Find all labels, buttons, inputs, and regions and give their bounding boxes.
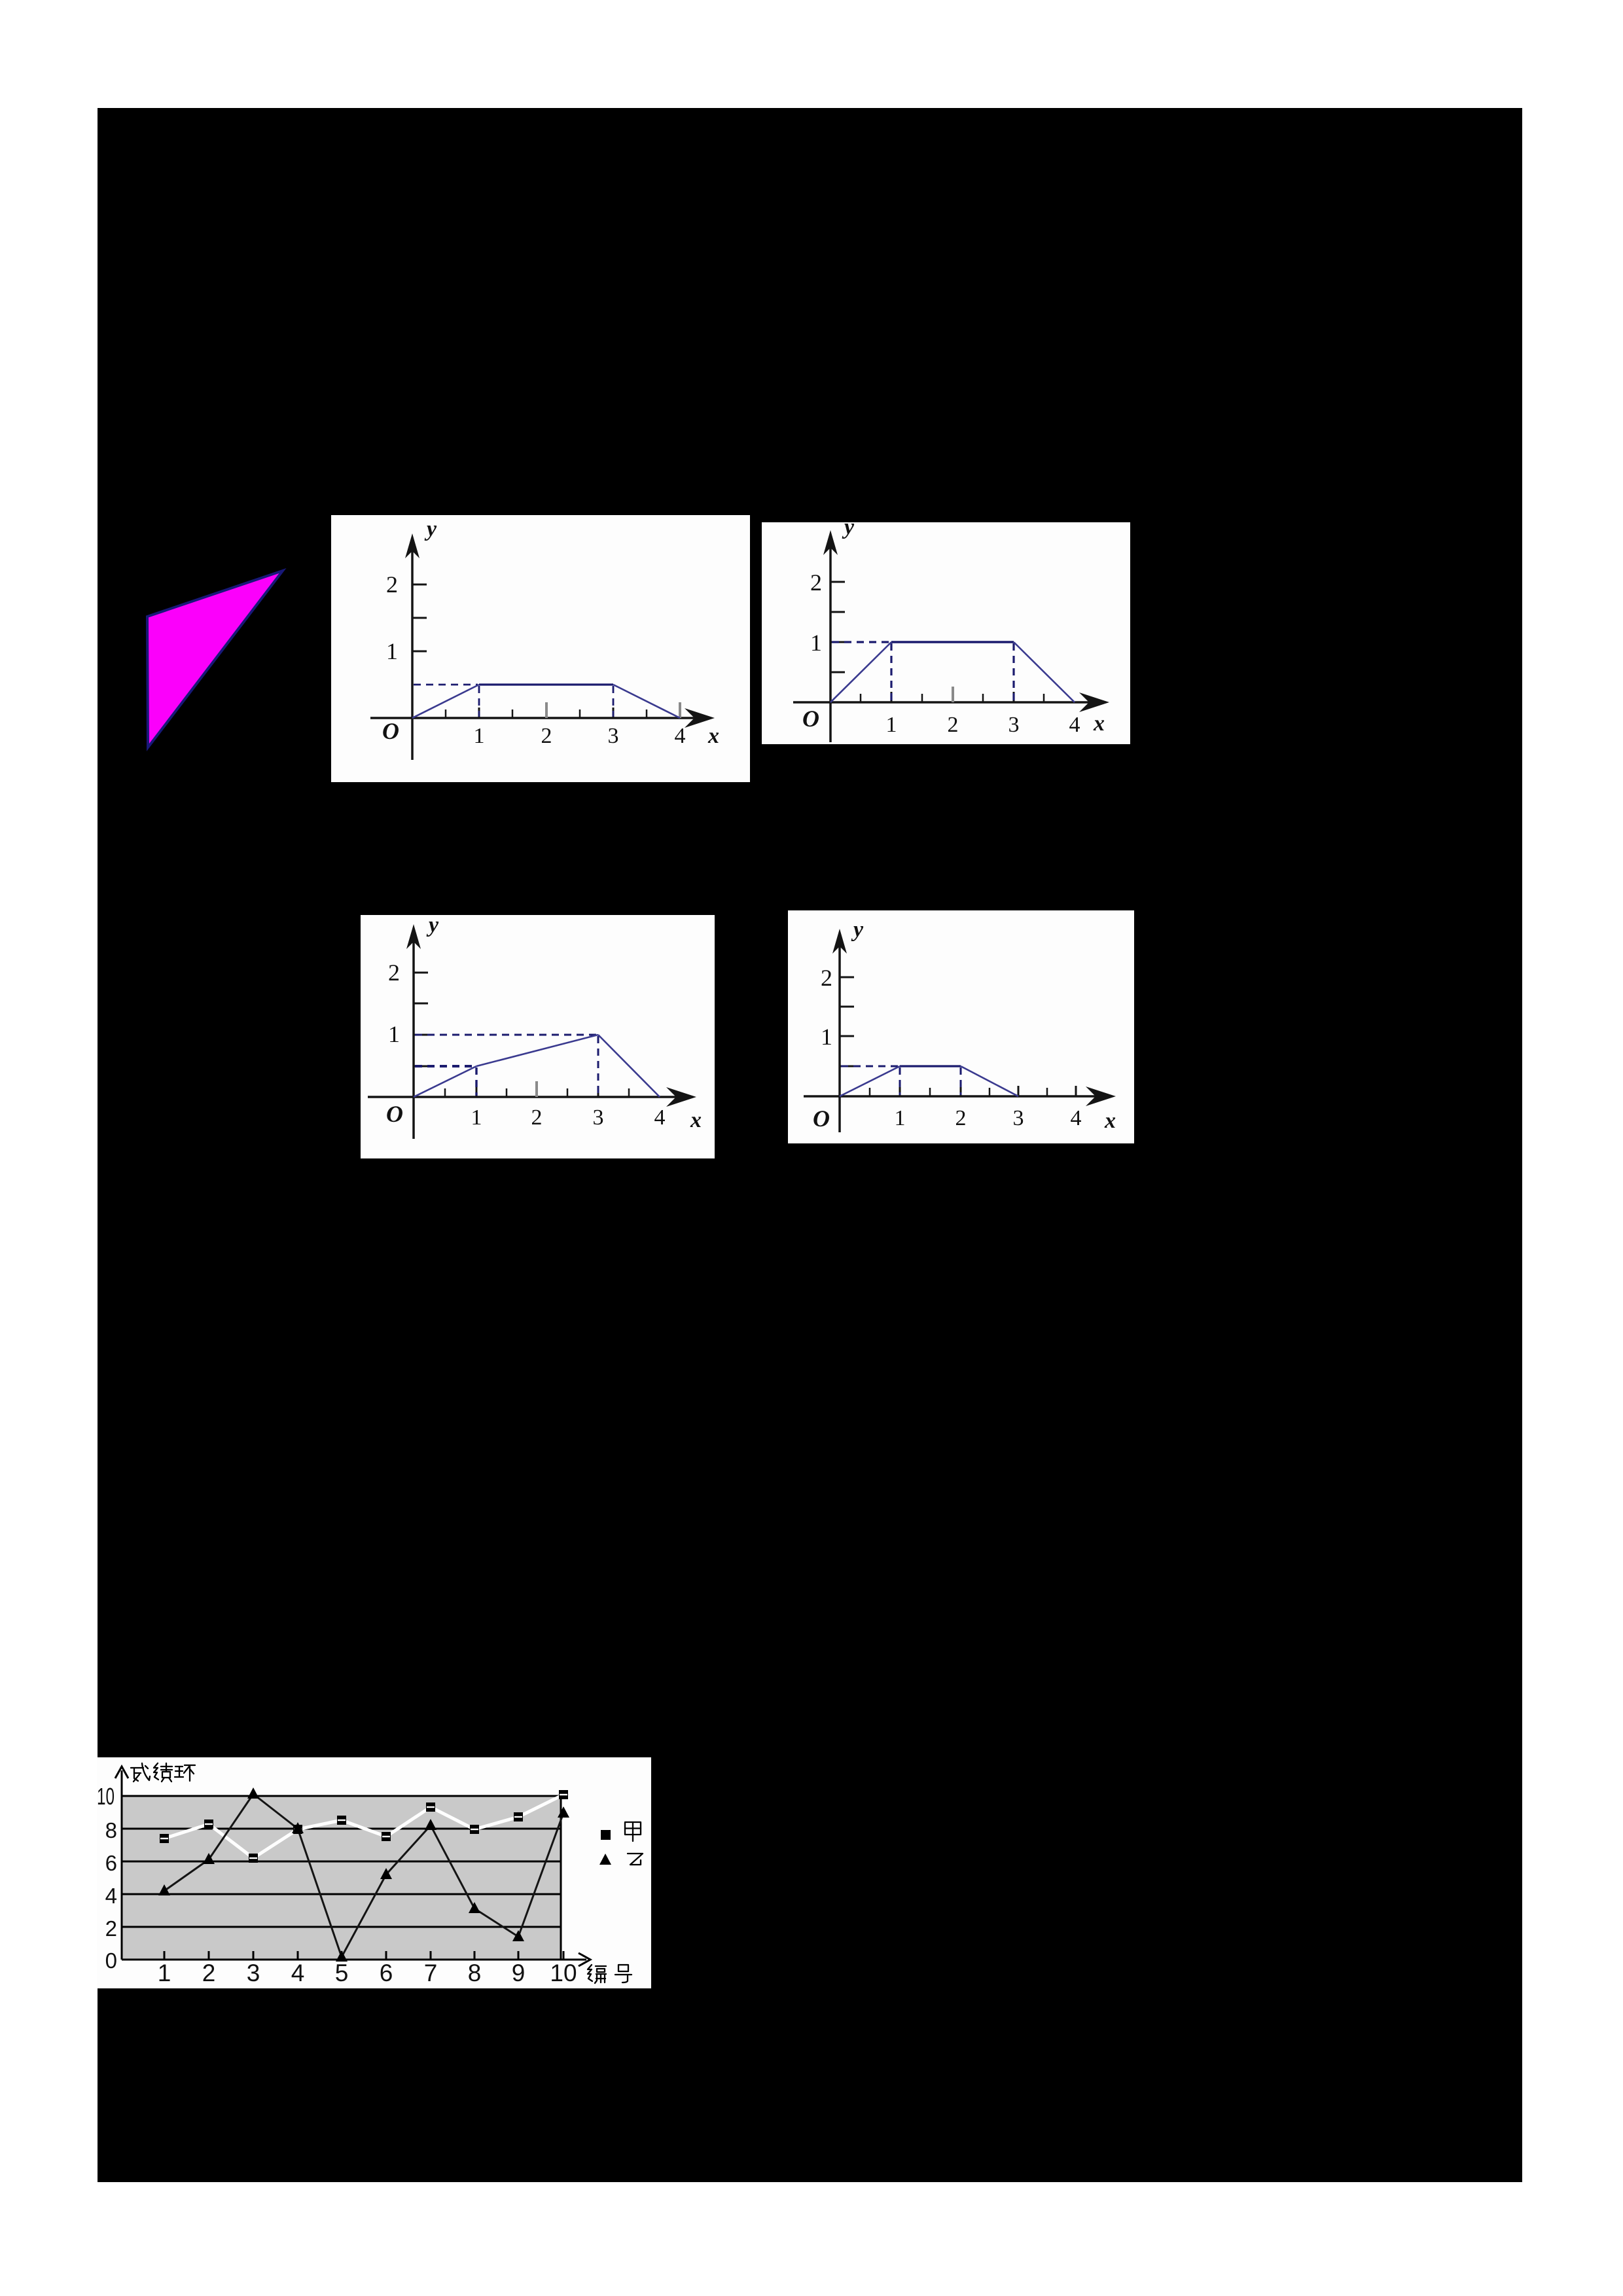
svg-text:y: y [424, 517, 437, 541]
svg-text:O: O [382, 718, 399, 744]
svg-text:3: 3 [247, 1960, 260, 1986]
svg-text:6: 6 [380, 1960, 393, 1986]
svg-text:4: 4 [1071, 1106, 1082, 1130]
svg-text:3: 3 [1008, 713, 1020, 737]
svg-text:O: O [802, 706, 819, 732]
svg-text:1: 1 [895, 1106, 906, 1130]
svg-text:2: 2 [105, 1916, 117, 1941]
svg-text:6: 6 [105, 1851, 117, 1875]
svg-text:y: y [426, 915, 439, 937]
svg-text:2: 2 [531, 1105, 543, 1130]
svg-text:1: 1 [471, 1105, 482, 1130]
svg-text:x: x [690, 1108, 702, 1132]
svg-text:1: 1 [388, 1021, 400, 1047]
svg-text:2: 2 [821, 965, 832, 991]
svg-text:1: 1 [386, 638, 398, 664]
svg-text:1: 1 [810, 630, 822, 656]
svg-text:4: 4 [675, 724, 686, 748]
svg-text:y: y [851, 918, 864, 942]
svg-text:1: 1 [821, 1024, 832, 1050]
svg-text:10: 10 [550, 1960, 577, 1986]
svg-text:x: x [1093, 711, 1105, 736]
svg-text:2: 2 [955, 1106, 967, 1130]
svg-text:7: 7 [424, 1960, 438, 1986]
svg-text:y: y [842, 522, 855, 539]
svg-text:1: 1 [158, 1960, 171, 1986]
svg-text:1: 1 [474, 724, 485, 748]
svg-text:2: 2 [948, 713, 959, 737]
svg-text:10: 10 [97, 1783, 115, 1810]
svg-text:2: 2 [386, 571, 398, 598]
svg-text:5: 5 [335, 1960, 349, 1986]
svg-text:x: x [1104, 1109, 1116, 1133]
svg-text:1: 1 [886, 713, 897, 737]
svg-text:O: O [813, 1105, 830, 1132]
svg-text:8: 8 [468, 1960, 482, 1986]
svg-text:2: 2 [541, 724, 552, 748]
svg-text:4: 4 [654, 1105, 666, 1130]
svg-text:2: 2 [388, 960, 400, 986]
svg-text:O: O [386, 1101, 403, 1127]
svg-text:4: 4 [105, 1884, 117, 1908]
svg-text:9: 9 [512, 1960, 526, 1986]
svg-text:2: 2 [202, 1960, 216, 1986]
svg-text:4: 4 [1069, 713, 1080, 737]
svg-text:x: x [707, 724, 719, 748]
svg-text:3: 3 [1013, 1106, 1024, 1130]
svg-text:3: 3 [593, 1105, 604, 1130]
svg-text:2: 2 [810, 569, 822, 596]
svg-text:8: 8 [105, 1818, 117, 1842]
svg-text:4: 4 [291, 1960, 305, 1986]
svg-text:0: 0 [105, 1948, 117, 1973]
svg-text:3: 3 [608, 724, 619, 748]
